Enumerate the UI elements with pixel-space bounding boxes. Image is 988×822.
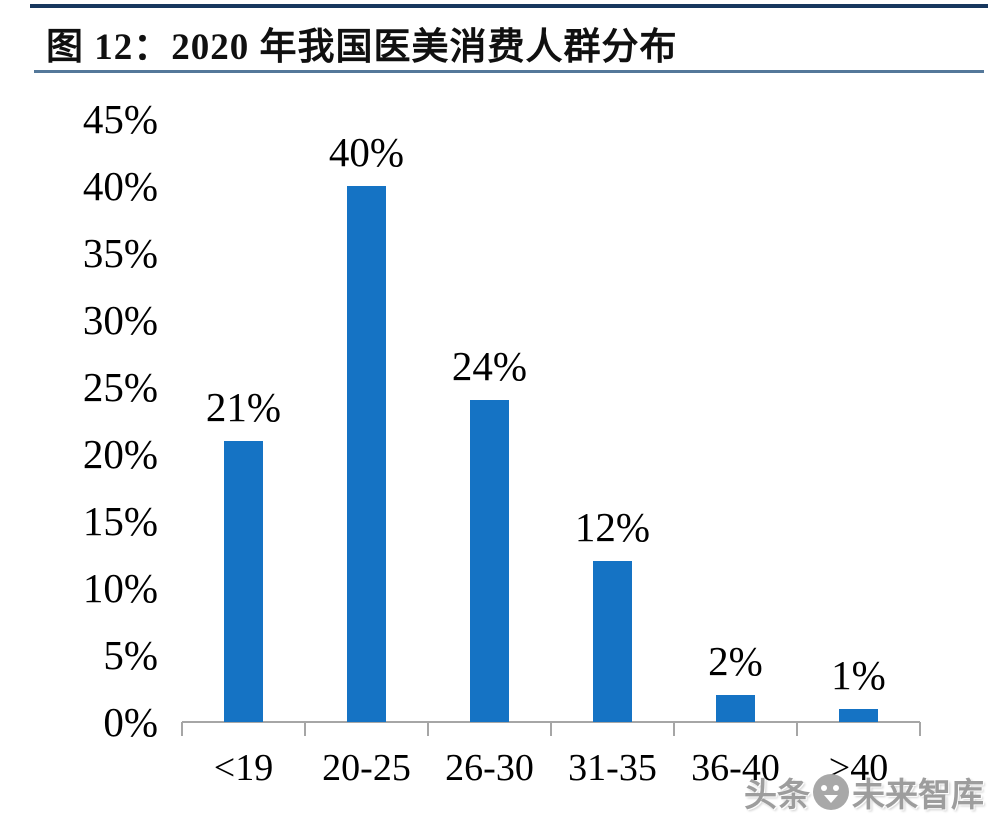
x-axis-tick	[304, 722, 306, 736]
x-axis-label: <19	[213, 747, 274, 789]
toutiao-logo-icon	[813, 774, 849, 810]
bar-value-label: 21%	[205, 384, 282, 430]
y-axis-tick-label: 10%	[82, 565, 158, 611]
top-accent-rule	[30, 4, 988, 8]
bar	[593, 561, 632, 722]
y-axis-tick-label: 30%	[82, 297, 158, 343]
bar-value-label: 24%	[451, 343, 528, 389]
x-axis-tick	[796, 722, 798, 736]
y-axis-tick-label: 5%	[103, 632, 158, 678]
y-axis-tick-label: 0%	[103, 699, 158, 745]
bar-value-label: 12%	[574, 504, 651, 550]
chart-area: 45% 40% 35% 30% 25% 20% 15% 10% 5% 0% 21% <19 40% 20-…	[0, 80, 988, 822]
watermark: 头条 未来智库	[744, 768, 984, 816]
bar	[470, 400, 509, 722]
y-axis-tick-label: 20%	[82, 431, 158, 477]
watermark-suffix: 未来智库	[852, 776, 984, 813]
x-axis-label: 31-35	[568, 747, 657, 789]
x-axis-tick	[673, 722, 675, 736]
bar	[716, 695, 755, 722]
y-axis-tick-label: 25%	[82, 364, 158, 410]
y-axis-tick-label: 40%	[82, 163, 158, 209]
x-axis-tick	[427, 722, 429, 736]
y-axis-tick-label: 15%	[82, 498, 158, 544]
watermark-prefix: 头条	[744, 776, 810, 813]
bar-value-label: 1%	[831, 652, 886, 698]
x-axis-label: 26-30	[445, 747, 534, 789]
bar-value-label: 40%	[328, 129, 405, 175]
y-axis-tick-label: 35%	[82, 230, 158, 276]
x-axis-tick	[919, 722, 921, 736]
bar	[839, 709, 878, 722]
x-axis-label: 36-40	[691, 747, 780, 789]
x-axis-tick	[550, 722, 552, 736]
bar	[347, 186, 386, 722]
x-axis-tick	[181, 722, 183, 736]
bar	[224, 441, 263, 722]
bar-value-label: 2%	[708, 638, 763, 684]
title-underline	[34, 70, 984, 73]
figure-title: 图 12：2020 年我国医美消费人群分布	[46, 27, 678, 68]
x-axis-label: 20-25	[322, 747, 411, 789]
y-axis-tick-label: 45%	[82, 96, 158, 142]
